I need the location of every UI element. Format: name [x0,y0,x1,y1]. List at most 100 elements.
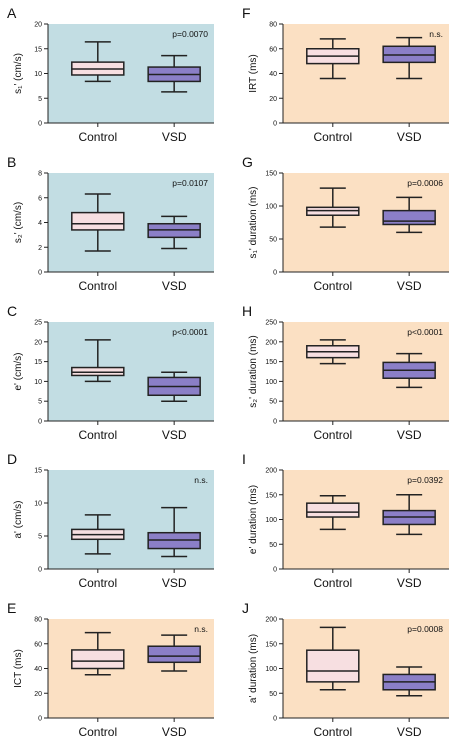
y-tick-label: 0 [38,567,42,574]
y-tick-label: 6 [38,195,42,202]
y-tick-label: 0 [38,419,42,426]
y-tick-label: 0 [273,121,277,128]
panel-letter: J [242,600,249,616]
y-axis-label: s₁' (cm/s) [13,53,24,94]
y-tick-label: 60 [34,641,42,648]
panel-c: C 0 5 10 15 20 25 e' (cm/s) p<0.0001 Control VSD [7,303,214,442]
p-value: p<0.0001 [407,327,443,337]
panel-letter: B [7,154,16,170]
y-tick-label: 20 [34,339,42,346]
vsd-box [147,645,201,664]
x-tick-label: Control [313,428,352,442]
y-tick-label: 15 [34,359,42,366]
panel-f: F 0 20 40 60 80 IRT (ms) n.s. Control VSD [242,5,449,144]
x-tick-label: VSD [397,576,422,590]
y-tick-label: 80 [269,22,277,29]
y-tick-label: 0 [273,716,277,723]
panel-letter: G [242,154,253,170]
p-value: p=0.0392 [407,475,443,485]
y-tick-label: 200 [265,339,277,346]
y-tick-label: 150 [265,641,277,648]
y-tick-label: 150 [265,359,277,366]
p-value: p=0.0107 [172,178,208,188]
y-tick-label: 50 [269,399,277,406]
x-tick-label: VSD [162,576,187,590]
control-box [71,649,125,670]
panel-letter: E [7,600,16,616]
x-tick-label: VSD [397,279,422,293]
y-tick-label: 100 [265,517,277,524]
y-tick-label: 200 [265,617,277,624]
p-value: n.s. [429,29,443,39]
y-tick-label: 40 [269,71,277,78]
y-axis-label: ICT (ms) [13,649,24,688]
plot-background [283,24,449,123]
x-tick-label: VSD [397,725,422,739]
y-tick-label: 100 [265,204,277,211]
panel-i: I 0 50 100 150 200 e' duration (ms) p=0.0392 Con… [242,451,449,590]
y-tick-label: 10 [34,71,42,78]
panel-letter: F [242,5,251,21]
y-tick-label: 5 [38,96,42,103]
y-tick-label: 0 [38,121,42,128]
panel-a: A 0 5 10 15 20 s₁' (cm/s) p=0.0070 Control VSD [7,5,214,144]
y-tick-label: 0 [273,270,277,277]
y-axis-label: e' duration (ms) [248,485,259,554]
y-tick-label: 20 [34,22,42,29]
y-axis-label: e' (cm/s) [13,352,24,390]
x-tick-label: Control [313,576,352,590]
panel-letter: A [7,5,17,21]
panel-g: G 0 50 100 150 s₁' duration (ms) p=0.0006 Contr… [242,154,449,293]
control-box [306,649,360,683]
y-axis-label: s₂' duration (ms) [248,335,259,407]
y-axis-label: a' duration (ms) [248,634,259,703]
y-axis-label: IRT (ms) [248,54,259,93]
y-tick-label: 10 [34,501,42,508]
y-axis-label: s₁' duration (ms) [248,187,259,259]
y-tick-label: 5 [38,534,42,541]
y-tick-label: 0 [38,270,42,277]
y-tick-label: 50 [269,691,277,698]
y-tick-label: 150 [265,171,277,178]
y-tick-label: 150 [265,492,277,499]
y-tick-label: 50 [269,542,277,549]
p-value: p<0.0001 [172,327,208,337]
x-tick-label: VSD [397,130,422,144]
y-tick-label: 25 [34,320,42,327]
x-tick-label: VSD [162,279,187,293]
panel-letter: C [7,303,17,319]
y-tick-label: 8 [38,171,42,178]
y-tick-label: 40 [34,666,42,673]
y-tick-label: 5 [38,399,42,406]
x-tick-label: Control [313,279,352,293]
y-tick-label: 0 [38,716,42,723]
p-value: n.s. [194,624,208,634]
y-axis-label: a' (cm/s) [13,500,24,538]
x-tick-label: Control [313,130,352,144]
panel-letter: H [242,303,252,319]
y-tick-label: 10 [34,379,42,386]
panel-h: H 0 50 100 150 200 250 s₂' duration (ms) p<0.000… [242,303,449,442]
panel-b: B 0 2 4 6 8 s₂' (cm/s) p=0.0107 Control VSD [7,154,214,293]
y-tick-label: 0 [273,567,277,574]
control-box [71,366,125,377]
x-tick-label: Control [78,428,117,442]
x-tick-label: VSD [162,130,187,144]
x-tick-label: VSD [162,725,187,739]
control-box [306,502,360,518]
panel-letter: D [7,451,17,467]
y-tick-label: 0 [273,419,277,426]
y-tick-label: 15 [34,46,42,53]
vsd-box [382,209,436,226]
y-tick-label: 250 [265,320,277,327]
y-tick-label: 80 [34,617,42,624]
p-value: p=0.0008 [407,624,443,634]
y-tick-label: 200 [265,468,277,475]
x-tick-label: Control [313,725,352,739]
panel-e: E 0 20 40 60 80 ICT (ms) n.s. Control VSD [7,600,214,739]
control-box [71,211,125,231]
x-tick-label: Control [78,130,117,144]
p-value: p=0.0070 [172,29,208,39]
